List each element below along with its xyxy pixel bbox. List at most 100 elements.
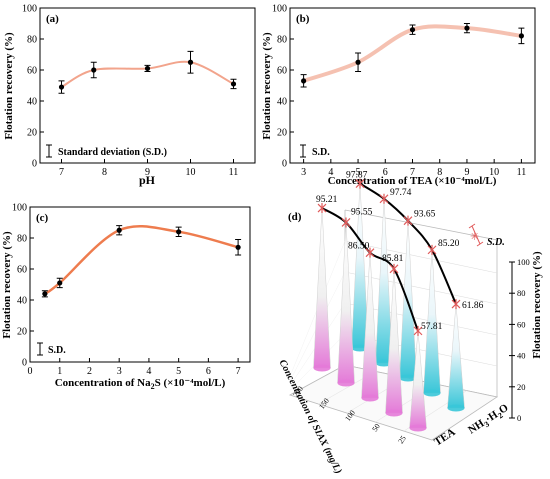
x-axis-label: Concentration of Na2S (×10⁻⁴mol/L) <box>55 377 226 391</box>
x-tick-label: 8 <box>102 167 107 178</box>
cone-base <box>409 424 427 432</box>
x-tick-label: 11 <box>229 167 239 178</box>
panel-b: (b) 0 20 40 60 80 100 3 4 5 6 7 8 9 10 11 Concentratio… <box>261 4 536 187</box>
y-tick-label: 0 <box>32 159 37 170</box>
y-tick-label: 40 <box>277 97 287 108</box>
value-label: 97.87 <box>346 171 368 181</box>
x-tick-label: 11 <box>517 167 527 178</box>
y-axis-label: Flotation recovery (%) <box>3 32 15 140</box>
y-axis-label: Flotation recovery (%) <box>261 32 273 140</box>
legend-label: S.D. <box>487 237 505 248</box>
y-tick-label: 40 <box>17 296 27 307</box>
sd-marker <box>317 203 327 214</box>
y-tick-label: 80 <box>27 35 37 46</box>
x-tick-label: 50 <box>370 422 382 434</box>
x-tick-label: 7 <box>236 366 241 377</box>
sd-marker <box>427 244 437 255</box>
legend: S.D. <box>37 342 66 356</box>
data-point <box>230 81 237 87</box>
data-point <box>187 59 194 65</box>
plot-frame <box>39 7 256 164</box>
panel-label: (c) <box>36 212 49 224</box>
y-tick-label: 0 <box>22 358 27 369</box>
x-tick-label: 9 <box>145 167 150 178</box>
cone-tea <box>313 208 331 369</box>
sd-marker <box>365 247 375 258</box>
panel-label: (d) <box>288 211 302 223</box>
legend: ✳ S.D. <box>468 223 505 248</box>
y-tick-label: 100 <box>12 203 27 214</box>
legend-star-icon: ✳ <box>470 231 479 243</box>
y-tick-label: 80 <box>277 35 287 46</box>
y-tick-label: 100 <box>22 4 37 15</box>
data-point <box>176 229 182 235</box>
cone-base <box>313 364 331 372</box>
data-point <box>518 33 524 39</box>
y-tick-label: 60 <box>27 66 37 77</box>
x-tick-label: 1 <box>57 366 62 377</box>
x-tick-label: 4 <box>328 167 333 178</box>
x-tick-label: 10 <box>489 167 499 178</box>
x-tick-label: 0 <box>28 366 33 377</box>
x-tick-label: 5 <box>176 366 181 377</box>
x-tick-label: 9 <box>464 167 469 178</box>
sd-marker <box>403 215 413 226</box>
x-axis-label: pH <box>139 173 156 187</box>
x-tick-label: 6 <box>383 167 388 178</box>
data-point <box>144 65 151 72</box>
value-label: 61.86 <box>462 301 484 311</box>
value-label: 57.81 <box>421 322 443 332</box>
legend-errorbar-icon <box>37 342 43 356</box>
x-tick-label: 8 <box>437 167 442 178</box>
panel-label: (b) <box>296 13 310 25</box>
sd-marker <box>389 263 399 274</box>
x-tick-label: 7 <box>59 167 64 178</box>
x-tick-label: 2 <box>87 366 92 377</box>
cone-base <box>385 409 403 417</box>
z-tick-label: 0 <box>517 413 521 423</box>
data-point <box>301 78 307 84</box>
y-tick-label: 100 <box>272 4 287 15</box>
legend: S.D. <box>300 144 330 158</box>
plot-frame <box>29 206 251 363</box>
legend: Standard deviation (S.D.) <box>46 144 167 158</box>
y-tick-label: 20 <box>27 128 37 139</box>
value-label: 93.65 <box>414 210 436 220</box>
value-label: 95.21 <box>316 195 338 205</box>
x-tick-label: 3 <box>117 366 122 377</box>
z-tick-label: 20 <box>517 382 526 392</box>
cone-base <box>447 404 465 412</box>
wall-gridline <box>344 240 498 274</box>
fit-curve <box>44 224 239 295</box>
z-axis-label: Flotation recovery (%) <box>531 251 543 359</box>
data-point <box>235 244 241 250</box>
data-point <box>42 291 48 297</box>
cone-base <box>399 374 417 382</box>
y-axis-label: Flotation recovery (%) <box>1 231 13 339</box>
x-tick-label: 3 <box>301 167 306 178</box>
y-tick-label: 60 <box>277 66 287 77</box>
y-tick-label: 20 <box>277 128 287 139</box>
panel-c: (c) 0 20 40 60 80 100 0 1 2 3 4 5 6 7 Concentration o… <box>1 203 251 391</box>
sd-marker <box>451 299 461 310</box>
sd-marker <box>413 325 423 336</box>
data-point <box>116 227 122 233</box>
x-tick-label: 25 <box>396 434 408 446</box>
legend-errorbar-icon <box>300 144 306 158</box>
z-tick-label: 40 <box>517 351 526 361</box>
value-label: 95.55 <box>351 207 373 217</box>
data-point <box>464 25 470 31</box>
x-tick-label: 10 <box>186 167 196 178</box>
y-tick-label: 40 <box>27 97 37 108</box>
legend-label: S.D. <box>312 147 330 158</box>
data-point <box>355 59 361 65</box>
x-tick-label: 6 <box>206 366 211 377</box>
sd-marker <box>379 193 389 204</box>
value-label: 85.20 <box>438 239 460 249</box>
cone-nh3 <box>399 220 417 379</box>
legend-errorbar-icon <box>46 144 52 158</box>
legend-label: S.D. <box>48 345 66 356</box>
value-label: 85.81 <box>382 254 404 264</box>
